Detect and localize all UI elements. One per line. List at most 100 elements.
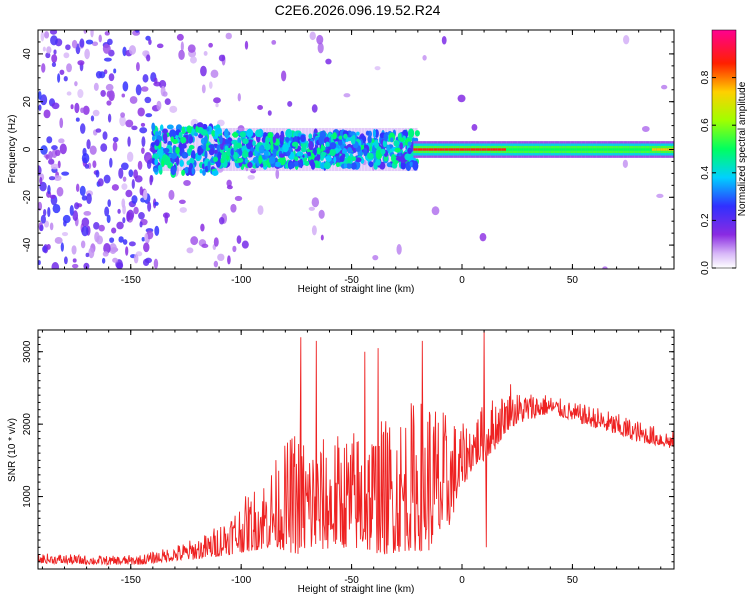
spectrogram-cell [51, 54, 58, 63]
spectrogram-cell [479, 148, 482, 151]
spectrogram-cell [475, 148, 478, 151]
spectrogram-cell [118, 167, 124, 179]
spectrogram-cell [300, 146, 307, 153]
spectrogram-cell [122, 239, 128, 245]
spectrogram-cell [530, 148, 533, 151]
spectrogram-cell [294, 156, 299, 162]
spectrogram-cell [244, 158, 248, 164]
spectrogram-cell [268, 156, 276, 164]
spectrogram-cell [401, 127, 405, 172]
spectrogram-y-tick-label: 0 [22, 146, 33, 152]
spectrogram-cell [138, 212, 145, 220]
spectrogram-cell [116, 221, 124, 230]
spectrogram-cell [47, 206, 51, 218]
spectrogram-cell [199, 148, 204, 154]
spectrogram-cell [574, 148, 577, 151]
spectrogram-cell [95, 169, 100, 178]
spectrogram-cell [125, 119, 134, 128]
spectrogram-cell [141, 86, 149, 92]
spectrogram-cell [585, 148, 588, 151]
spectrogram-cell [422, 55, 427, 61]
spectrogram-cell [139, 221, 143, 228]
spectrogram-cell [170, 153, 178, 159]
spectrogram-cell [363, 147, 368, 157]
spectrogram-cell [217, 151, 222, 161]
spectrogram-cell [88, 247, 95, 259]
spectrogram-cell [399, 142, 403, 150]
spectrogram-cell [459, 148, 463, 151]
spectrogram-cell [383, 132, 388, 142]
spectrogram-cell [204, 150, 208, 159]
spectrogram-cell [407, 147, 412, 155]
spectrogram-cell [59, 69, 65, 75]
spectrogram-cell [93, 222, 100, 230]
spectrogram-cell [316, 147, 322, 155]
spectrogram-cell [213, 260, 219, 268]
spectrogram-cell [187, 127, 192, 134]
spectrogram-cell [43, 109, 51, 119]
spectrogram-cell [203, 51, 208, 56]
spectrogram-cell [121, 93, 126, 98]
spectrogram-cell [162, 147, 170, 154]
spectrogram-cell [412, 160, 419, 171]
spectrogram-cell [614, 148, 617, 151]
spectrogram-cell [181, 126, 185, 135]
spectrogram-cell [56, 186, 64, 197]
spectrogram-cell [274, 132, 280, 140]
spectrogram-cell [329, 142, 337, 150]
spectrogram-cell [190, 236, 199, 246]
spectrogram-cell [86, 139, 91, 150]
spectrogram-cell [501, 148, 505, 151]
spectrogram-cell [471, 123, 478, 131]
spectrogram-x-axis-label: Height of straight line (km) [298, 284, 415, 295]
spectrogram-cell [139, 186, 144, 196]
spectrogram-cell [609, 148, 613, 151]
spectrogram-cell [71, 263, 79, 269]
spectrogram-cell [255, 129, 262, 138]
snr-y-tick-label: 3000 [22, 340, 33, 363]
spectrogram-cell [528, 148, 531, 151]
spectrogram-cell [208, 42, 213, 48]
spectrogram-cell [285, 128, 293, 139]
spectrogram-cell [63, 220, 67, 227]
snr-x-tick-label: -50 [344, 575, 359, 586]
spectrogram-cell [587, 148, 591, 151]
spectrogram-cell [248, 150, 254, 158]
spectrogram-cell [390, 137, 394, 143]
spectrogram-cell [311, 225, 317, 236]
spectrogram-cell [60, 242, 64, 252]
spectrogram-cell [59, 117, 64, 129]
spectrogram-cell [162, 91, 168, 97]
spectrogram-cell [495, 148, 498, 151]
spectrogram-cell [90, 30, 94, 38]
spectrogram-cell [308, 156, 312, 161]
spectrogram-cell [208, 148, 215, 156]
spectrogram-cell [308, 133, 313, 139]
spectrogram-cell [515, 148, 518, 151]
spectrogram-cell [142, 74, 149, 83]
spectrogram-cell [104, 206, 110, 217]
spectrogram-cell [48, 150, 53, 161]
spectrogram-cell [311, 197, 320, 208]
spectrogram-cell [226, 179, 232, 187]
spectrogram-cell [186, 247, 194, 254]
spectrogram-cell [51, 62, 57, 68]
spectrogram-x-axis: -150 -100 -50 0 50 [41, 30, 662, 286]
spectrogram-cell [242, 138, 249, 145]
spectrogram-cell [305, 140, 309, 149]
spectrogram-cell [213, 237, 219, 247]
spectrogram-cell [179, 159, 184, 167]
spectrogram-cell [594, 148, 597, 151]
spectrogram-cell [481, 148, 485, 151]
spectrogram-cell [298, 162, 303, 168]
spectrogram-cell [81, 217, 90, 227]
colorbar: 0.0 0.2 0.4 0.6 0.8 Normalized spectral ampl… [700, 29, 748, 275]
spectrogram-cell [152, 153, 160, 160]
spectrogram-cell [136, 61, 140, 72]
spectrogram-cell [140, 122, 146, 127]
spectrogram-cell [109, 237, 115, 243]
spectrogram-cell [380, 148, 386, 155]
spectrogram-cell [71, 245, 77, 255]
spectrogram-cell [374, 66, 381, 71]
